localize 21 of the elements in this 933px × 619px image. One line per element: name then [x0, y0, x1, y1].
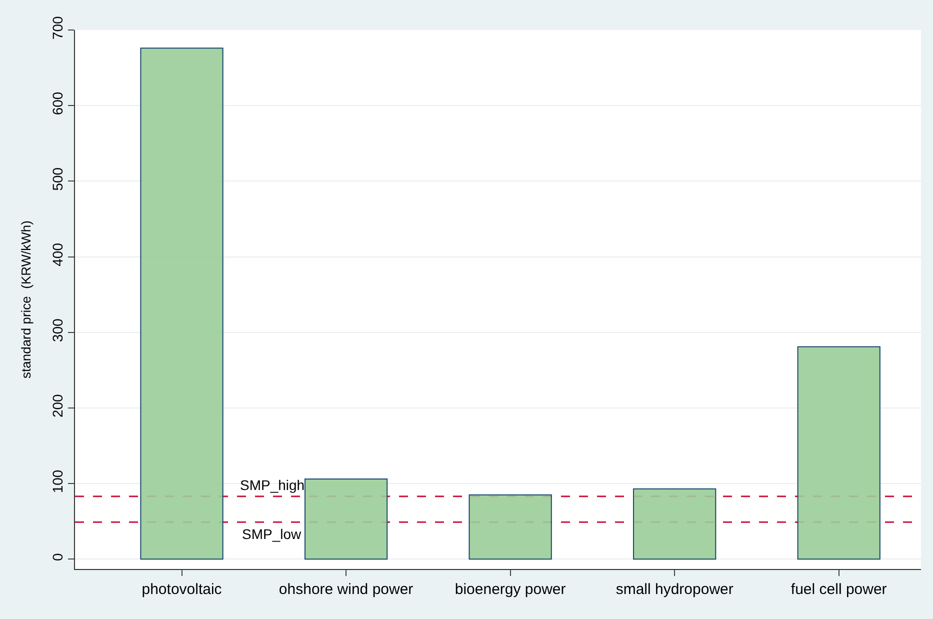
y-tick-label: 300: [49, 318, 66, 342]
y-tick-label: 400: [49, 242, 66, 266]
bar: [304, 478, 388, 560]
bar: [797, 346, 880, 560]
x-tick-label: bioenergy power: [454, 581, 566, 598]
bar: [468, 494, 552, 560]
y-tick-label: 200: [49, 394, 66, 418]
bar: [633, 488, 716, 560]
x-tick-label: fuel cell power: [790, 581, 887, 598]
y-tick-label: 500: [49, 167, 66, 191]
bar: [140, 48, 224, 560]
y-tick-label: 600: [49, 92, 66, 116]
y-tick-label: 700: [49, 16, 66, 40]
y-tick-label: 0: [49, 552, 66, 561]
ref-line-label: SMP_high: [240, 477, 305, 493]
y-axis-title: standard price (KRW/kWh): [18, 220, 34, 378]
y-tick-label: 100: [49, 470, 66, 494]
ref-line-label: SMP_low: [242, 526, 302, 542]
x-tick-label: photovoltaic: [142, 581, 222, 598]
x-tick-label: small hydropower: [616, 581, 734, 598]
x-tick-label: ohshore wind power: [278, 581, 414, 598]
